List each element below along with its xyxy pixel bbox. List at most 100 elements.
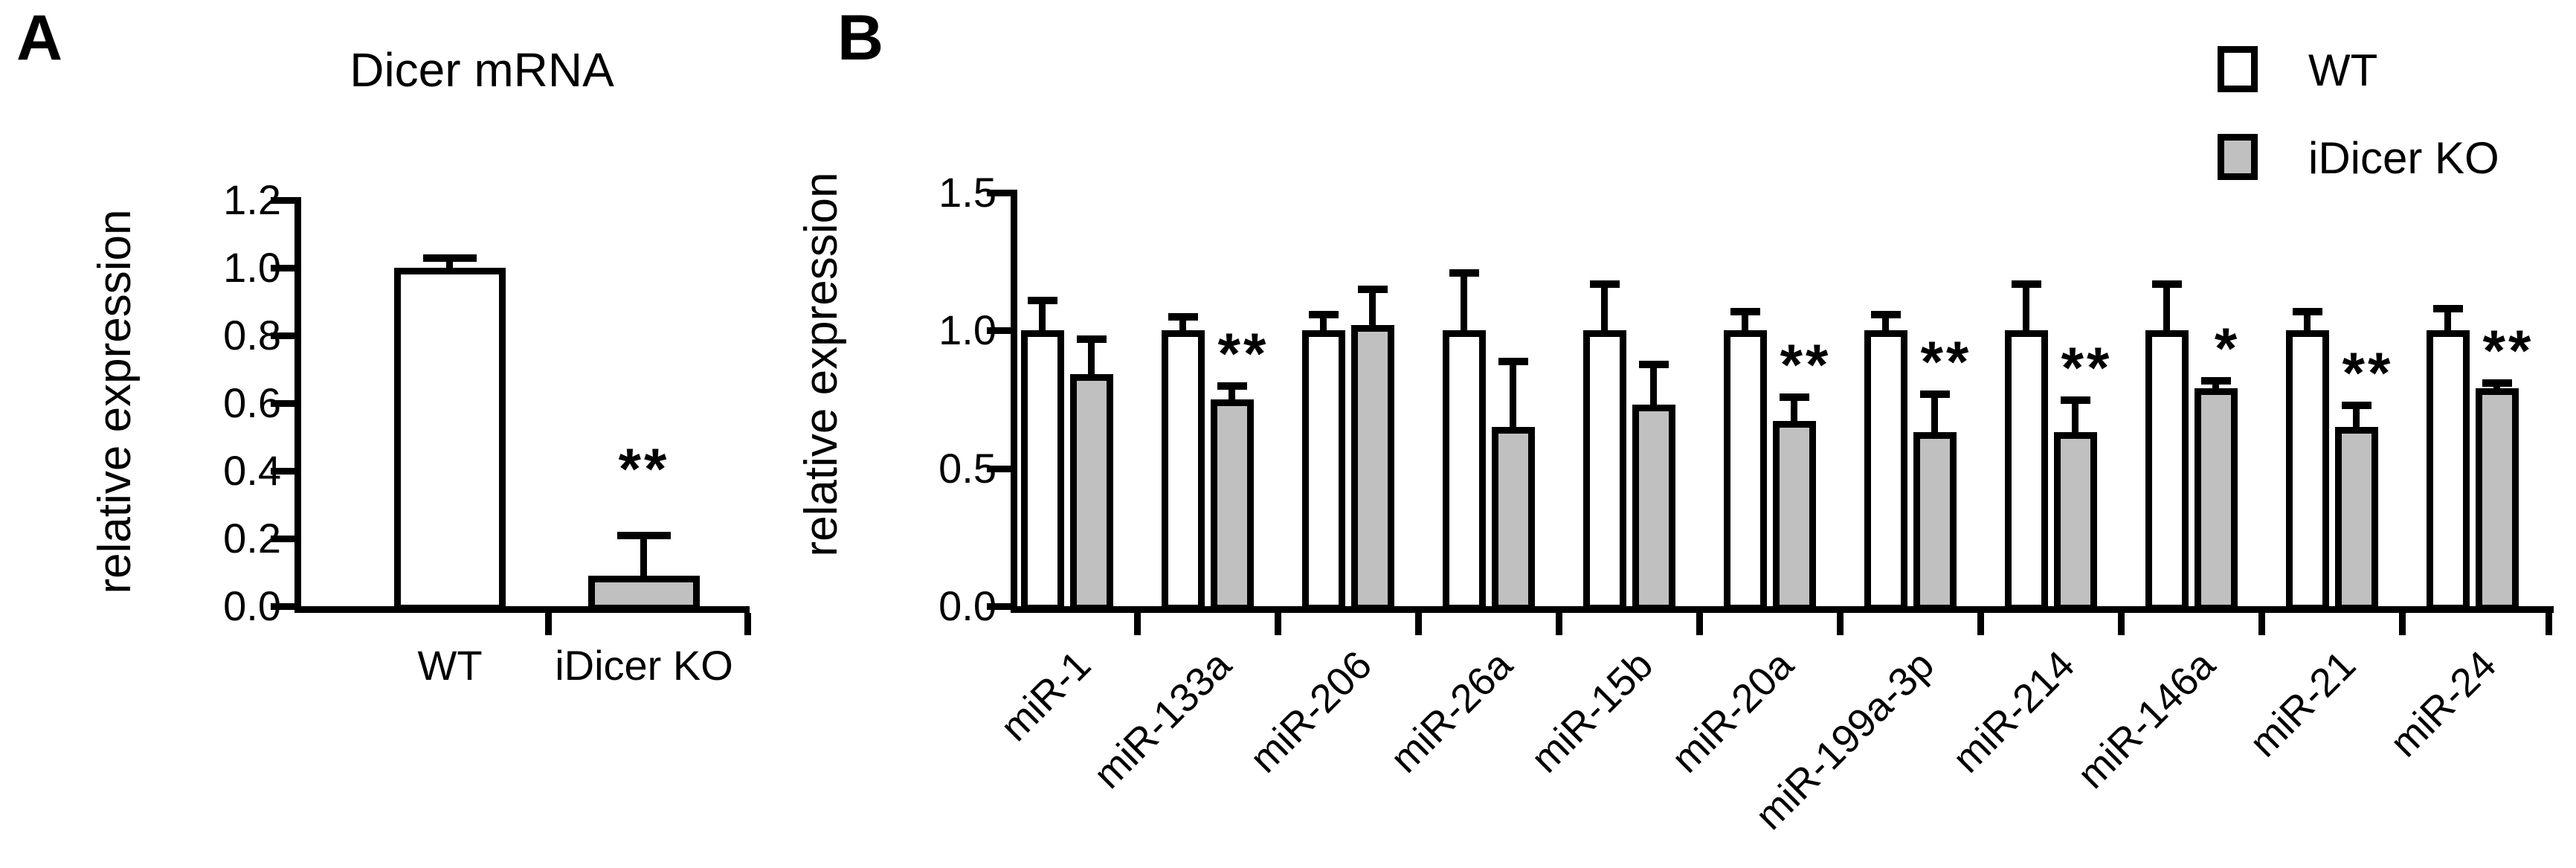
errorbar-wt-mir-20a xyxy=(1742,311,1748,341)
x-tick-panel-b-10 xyxy=(2546,613,2552,635)
bar-idicer-ko-mir-26a xyxy=(1492,426,1535,611)
errorbar-cap-idicer-ko-mir-20a xyxy=(1780,393,1809,402)
significance-mir-21: ** xyxy=(2342,340,2394,406)
errorbar-cap-wt-mir-24 xyxy=(2433,305,2463,313)
significance-mir-20a: ** xyxy=(1780,332,1832,398)
errorbar-wt-mir-21 xyxy=(2304,311,2311,341)
errorbar-wt-mir-1 xyxy=(1039,300,1046,341)
x-tick-panel-b-2 xyxy=(1415,613,1422,635)
bar-idicer-ko-mir-1 xyxy=(1070,374,1113,611)
panel-b-y-axis-label: relative expression xyxy=(796,172,847,557)
errorbar-cap-wt-mir-21 xyxy=(2293,308,2322,316)
y-tick-panel-b-0-5 xyxy=(987,465,1011,472)
x-tick-panel-b-8 xyxy=(2258,613,2265,635)
y-tick-panel-b-1-5 xyxy=(987,189,1011,196)
y-tick-panel-b-0-0 xyxy=(987,603,1011,610)
x-tick-panel-b-9 xyxy=(2399,613,2406,635)
errorbar-cap-idicer-ko-mir-21 xyxy=(2342,402,2371,410)
errorbar-wt-mir-133a xyxy=(1179,316,1186,341)
x-tick-panel-b-4 xyxy=(1696,613,1703,635)
significance-mir-199a-3p: ** xyxy=(1920,329,1972,395)
errorbar-bar-idicer-ko xyxy=(640,535,647,587)
bar-idicer-ko xyxy=(588,576,700,611)
bar-idicer-ko-mir-146a xyxy=(2195,388,2238,611)
errorbar-cap-bar-wt xyxy=(423,254,477,263)
x-tick-panel-a-0 xyxy=(545,613,552,635)
errorbar-wt-mir-214 xyxy=(2023,283,2029,341)
errorbar-cap-wt-mir-146a xyxy=(2152,280,2182,288)
errorbar-cap-wt-mir-15b xyxy=(1590,280,1620,288)
bar-wt-mir-133a xyxy=(1162,330,1205,611)
y-tick-panel-a-0-0 xyxy=(271,603,294,610)
bar-idicer-ko-mir-20a xyxy=(1773,421,1816,611)
y-tick-label-panel-a-0-0: 0.0 xyxy=(223,582,281,629)
y-tick-label-panel-a-0-8: 0.8 xyxy=(223,312,281,359)
x-tick-panel-b-5 xyxy=(1837,613,1844,635)
errorbar-cap-idicer-ko-mir-146a xyxy=(2201,376,2231,385)
errorbar-wt-mir-146a xyxy=(2163,283,2170,341)
errorbar-wt-mir-24 xyxy=(2444,308,2451,341)
y-tick-label-panel-b-1-0: 1.0 xyxy=(938,306,996,353)
y-tick-panel-b-1-0 xyxy=(987,327,1011,334)
errorbar-idicer-ko-mir-26a xyxy=(1510,360,1516,437)
bar-wt-mir-1 xyxy=(1021,330,1064,611)
bar-wt-mir-146a xyxy=(2145,330,2189,611)
bar-wt-mir-199a-3p xyxy=(1864,330,1907,611)
errorbar-idicer-ko-mir-1 xyxy=(1088,338,1095,385)
significance-mir-133a: ** xyxy=(1217,321,1269,387)
bar-wt-mir-24 xyxy=(2427,330,2470,611)
panel-a-letter: A xyxy=(16,2,63,74)
errorbar-idicer-ko-mir-214 xyxy=(2072,399,2078,443)
y-tick-label-panel-b-1-5: 1.5 xyxy=(938,168,996,216)
y-tick-panel-a-0-8 xyxy=(271,332,294,339)
y-tick-label-panel-b-0-5: 0.5 xyxy=(938,444,996,492)
y-tick-panel-a-0-2 xyxy=(271,536,294,542)
y-tick-label-panel-a-0-6: 0.6 xyxy=(223,379,281,426)
x-label-idicer-ko: iDicer KO xyxy=(555,642,733,689)
errorbar-cap-idicer-ko-mir-1 xyxy=(1077,335,1107,344)
bar-idicer-ko-mir-206 xyxy=(1351,324,1394,611)
x-tick-panel-b-7 xyxy=(2118,613,2125,635)
errorbar-wt-mir-26a xyxy=(1461,272,1467,341)
panel-a-title: Dicer mRNA xyxy=(350,43,614,97)
errorbar-cap-idicer-ko-mir-15b xyxy=(1639,360,1669,368)
y-tick-panel-a-1-0 xyxy=(271,265,294,271)
y-tick-label-panel-a-1-0: 1.0 xyxy=(223,244,281,291)
bar-wt-mir-20a xyxy=(1724,330,1767,611)
errorbar-wt-mir-199a-3p xyxy=(1882,313,1889,341)
significance-mir-146a: * xyxy=(2214,315,2241,381)
errorbar-cap-wt-mir-20a xyxy=(1730,308,1760,316)
legend-label-wt: WT xyxy=(2308,45,2378,95)
errorbar-idicer-ko-mir-133a xyxy=(1229,385,1235,410)
x-tick-panel-b-1 xyxy=(1275,613,1281,635)
y-tick-panel-a-0-4 xyxy=(271,468,294,475)
x-tick-panel-b-0 xyxy=(1134,613,1141,635)
bar-wt-mir-214 xyxy=(2005,330,2048,611)
errorbar-idicer-ko-mir-15b xyxy=(1650,363,1657,416)
bar-wt-mir-206 xyxy=(1302,330,1345,611)
significance-mir-214: ** xyxy=(2061,334,2113,400)
errorbar-cap-idicer-ko-mir-26a xyxy=(1498,357,1528,365)
y-tick-panel-a-1-2 xyxy=(271,197,294,204)
bar-idicer-ko-mir-24 xyxy=(2476,388,2519,611)
bar-idicer-ko-mir-21 xyxy=(2335,426,2378,611)
y-tick-label-panel-a-1-2: 1.2 xyxy=(223,176,281,223)
errorbar-cap-wt-mir-199a-3p xyxy=(1871,310,1901,318)
x-tick-panel-b-6 xyxy=(1977,613,1984,635)
panel-b-letter: B xyxy=(837,2,884,74)
bar-wt-mir-26a xyxy=(1443,330,1486,611)
errorbar-cap-idicer-ko-mir-206 xyxy=(1358,286,1388,294)
errorbar-idicer-ko-mir-20a xyxy=(1791,396,1797,432)
errorbar-cap-wt-mir-206 xyxy=(1309,310,1339,318)
bar-wt-mir-21 xyxy=(2286,330,2329,611)
bar-wt-mir-15b xyxy=(1583,330,1626,611)
x-axis-panel-a xyxy=(294,606,750,613)
legend-label-idicer-ko: iDicer KO xyxy=(2308,133,2499,183)
x-tick-panel-a-1 xyxy=(744,613,751,635)
errorbar-idicer-ko-mir-206 xyxy=(1369,289,1376,335)
bar-idicer-ko-mir-199a-3p xyxy=(1913,432,1957,611)
y-axis-panel-a xyxy=(294,197,301,613)
y-tick-label-panel-a-0-4: 0.4 xyxy=(223,447,281,494)
significance-idicer-ko: ** xyxy=(618,436,670,502)
x-label-wt: WT xyxy=(417,642,483,689)
